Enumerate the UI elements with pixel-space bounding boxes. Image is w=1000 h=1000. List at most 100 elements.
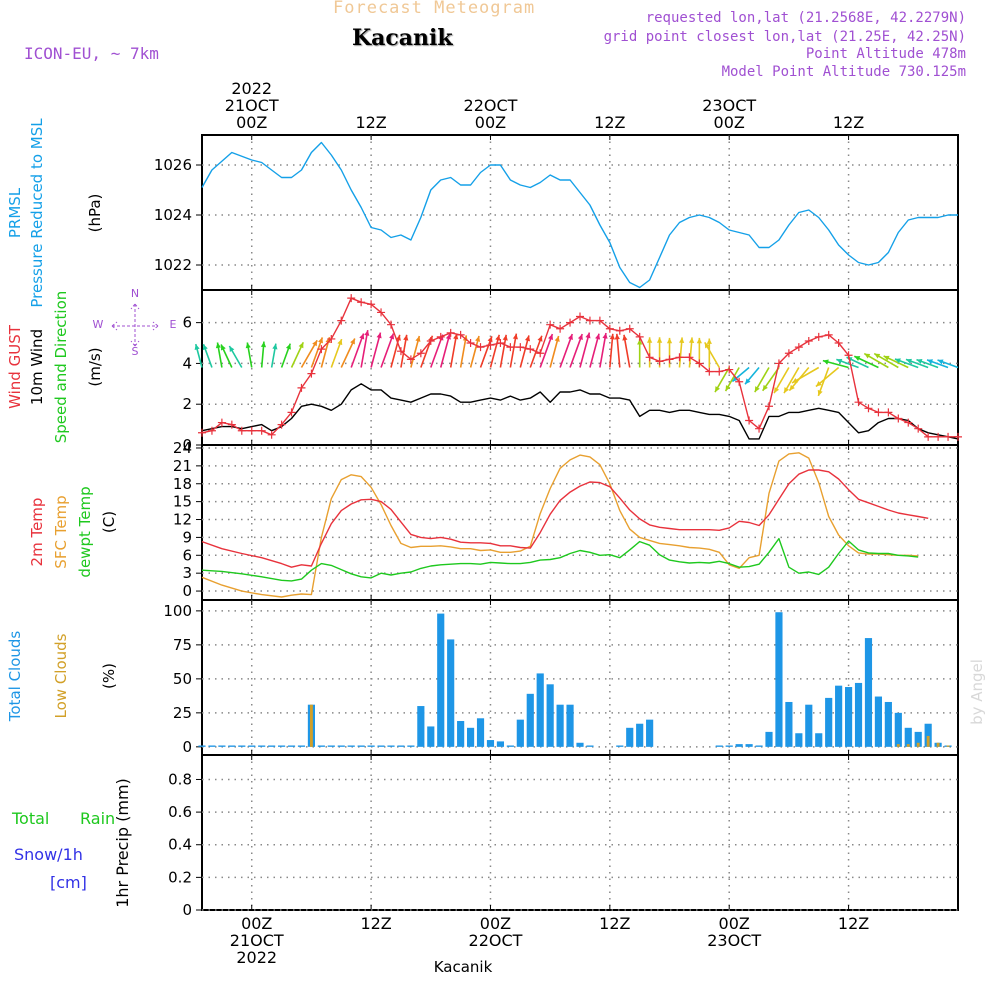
- wind-arrowhead: [415, 336, 421, 342]
- wind-arrowhead: [725, 385, 731, 392]
- gust-marker: [864, 404, 873, 413]
- compass-rose: N S W E: [93, 287, 177, 358]
- gust-marker: [426, 336, 435, 345]
- location-title: Kacanik: [352, 25, 453, 51]
- total-cloud-bar: [785, 701, 793, 747]
- wind-arrowhead: [679, 337, 685, 344]
- model-point-altitude: Model Point Altitude 730.125m: [721, 64, 966, 80]
- gust-marker: [655, 357, 664, 366]
- total-cloud-bar: [417, 706, 425, 747]
- low-cloud-bar: [926, 735, 930, 747]
- gust-marker: [595, 316, 604, 325]
- wind-arrowhead: [585, 332, 591, 339]
- wind-direction-arrow: [539, 333, 554, 368]
- gust-marker: [436, 332, 445, 341]
- compass-letter: S: [132, 345, 139, 358]
- label-total-clouds: Total Clouds: [6, 631, 24, 723]
- wind-arrowhead: [792, 377, 799, 383]
- compass-arrows: [111, 303, 159, 347]
- total-cloud-bar: [248, 745, 256, 747]
- panel-temp: [196, 444, 959, 601]
- wind-arrowhead: [403, 334, 409, 341]
- label-speed-direction: Speed and Direction: [52, 291, 70, 444]
- low-cloud-bar: [916, 742, 920, 747]
- label-snow: Snow/1h: [14, 845, 83, 864]
- dewpt-line: [201, 537, 919, 582]
- wind-arrowhead: [245, 342, 251, 349]
- wind-arrowhead: [937, 359, 944, 365]
- total-cloud-bar: [447, 639, 455, 747]
- total-cloud-bar: [466, 727, 475, 747]
- wind-arrowhead: [577, 334, 583, 341]
- bottom-time-label: 00Z: [719, 914, 750, 933]
- total-cloud-bar: [457, 721, 465, 747]
- gust-marker: [605, 324, 614, 333]
- gust-marker: [337, 316, 346, 325]
- wind-arrowhead: [194, 344, 200, 351]
- wind-direction-arrow: [589, 333, 600, 368]
- label-total-rain: Total: [11, 809, 49, 828]
- total-cloud-bar: [884, 701, 892, 747]
- total-cloud-bar: [566, 704, 574, 747]
- wind-arrowhead: [927, 359, 933, 365]
- total-cloud-bar: [327, 745, 335, 747]
- total-cloud-bar: [755, 745, 763, 747]
- total-cloud-bar: [407, 745, 415, 747]
- y-tick-label: 9: [182, 528, 192, 546]
- gust-marker: [625, 324, 634, 333]
- total-cloud-bar: [258, 745, 266, 747]
- wind-direction-arrow: [380, 333, 395, 368]
- y-tick-label: 0: [182, 901, 192, 919]
- gust-marker: [546, 320, 555, 329]
- total-cloud-bar: [646, 719, 654, 747]
- wind-arrowhead: [609, 333, 615, 340]
- wind-arrowhead: [495, 334, 501, 341]
- total-cloud-bar: [287, 745, 296, 747]
- wind-direction-arrow: [569, 333, 583, 368]
- gust-marker: [307, 369, 316, 378]
- total-cloud-bar: [835, 685, 843, 747]
- gust-marker: [327, 334, 336, 343]
- gust-marker: [247, 426, 256, 435]
- wind-arrowhead: [854, 356, 861, 361]
- wind-direction-arrow: [616, 333, 621, 368]
- total-cloud-bar: [854, 682, 863, 747]
- wind-direction-arrow: [489, 334, 500, 368]
- panel-frame: [201, 599, 959, 756]
- wind-arrowhead: [318, 337, 323, 344]
- gust-marker: [217, 418, 226, 427]
- wind-arrowhead: [272, 343, 278, 350]
- y-tick-label: 0: [182, 582, 192, 600]
- wind-arrowhead: [595, 333, 601, 340]
- gust-marker: [317, 345, 326, 354]
- panel-precip: [196, 754, 959, 911]
- y-tick-label: 0.8: [168, 770, 192, 788]
- gust-marker: [536, 349, 545, 358]
- wind-arrowhead: [732, 376, 739, 382]
- total-cloud-bar: [914, 731, 922, 747]
- gust-marker: [774, 359, 783, 368]
- total-cloud-bar: [626, 727, 634, 747]
- label-sfc-temp: SFC Temp: [52, 495, 70, 568]
- pressure-line: [201, 141, 958, 289]
- total-cloud-bar: [844, 687, 853, 747]
- wind-arrowhead: [874, 353, 881, 359]
- label-2m-temp: 2m Temp: [28, 498, 46, 567]
- gust-marker: [665, 355, 674, 364]
- low-cloud-bar: [936, 742, 940, 747]
- gust-marker: [297, 383, 306, 392]
- gust-marker: [585, 316, 594, 325]
- gust-marker: [207, 426, 216, 435]
- gust-marker: [635, 332, 644, 341]
- wind-arrowhead: [260, 341, 267, 348]
- total-cloud-bar: [268, 745, 276, 747]
- total-cloud-bar: [536, 673, 544, 747]
- y-tick-label: 1024: [154, 206, 192, 224]
- bottom-time-label: 21OCT: [230, 931, 284, 950]
- label-dewpt-temp: dewpt Temp: [76, 486, 94, 577]
- compass-letter: E: [170, 318, 177, 331]
- gust-marker: [814, 332, 823, 341]
- total-cloud-bar: [516, 719, 524, 747]
- top-time-label: 00Z: [236, 113, 267, 132]
- wind-direction-arrow: [370, 332, 382, 368]
